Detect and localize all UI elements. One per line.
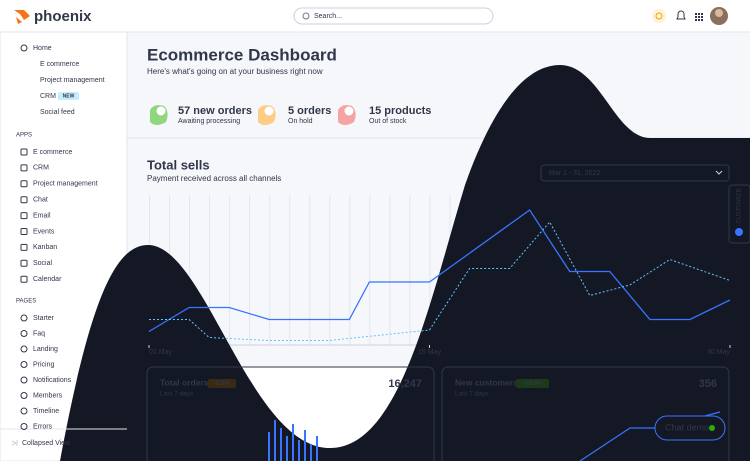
card-outline bbox=[441, 366, 730, 461]
nav-icon bbox=[20, 212, 28, 220]
stat-icon bbox=[343, 105, 355, 117]
card-badge bbox=[208, 379, 236, 388]
nav-icon bbox=[20, 180, 28, 188]
date-range: Mar 1 - 31, 2022 bbox=[549, 170, 600, 177]
nav-icon bbox=[20, 423, 28, 430]
x-tick-label: 01 May bbox=[149, 349, 172, 356]
nav-item[interactable]: Notifications bbox=[33, 377, 72, 384]
stat-title: 15 products bbox=[369, 105, 431, 117]
stat-icon bbox=[155, 105, 167, 117]
nav-icon bbox=[20, 148, 28, 156]
x-tick-label: 15 May bbox=[418, 349, 441, 356]
nav-item[interactable]: Starter bbox=[33, 315, 55, 322]
nav-icon bbox=[20, 164, 28, 172]
sells-line bbox=[148, 209, 731, 333]
nav-item[interactable]: Email bbox=[33, 212, 51, 219]
stat-caption: On hold bbox=[288, 118, 313, 125]
nav-item[interactable]: Errors bbox=[33, 423, 53, 430]
page-title: Ecommerce Dashboard bbox=[147, 45, 337, 64]
nav-icon bbox=[20, 392, 28, 399]
nav-item[interactable]: Pricing bbox=[33, 361, 55, 368]
card-badge-label: +26.5% bbox=[522, 381, 543, 387]
nav-item[interactable]: Members bbox=[33, 392, 63, 399]
nav-item[interactable]: Events bbox=[33, 228, 55, 235]
badge bbox=[58, 92, 79, 100]
nav-icon bbox=[20, 259, 28, 267]
logo-text: phoenix bbox=[34, 8, 92, 25]
collapse-icon bbox=[11, 440, 18, 446]
nav-icon bbox=[20, 275, 28, 283]
nav-subitem[interactable]: Project management bbox=[40, 77, 105, 84]
search-icon bbox=[302, 12, 310, 20]
nav-item[interactable]: Kanban bbox=[33, 244, 57, 251]
nav-icon bbox=[20, 345, 28, 353]
nav-icon bbox=[20, 330, 28, 337]
stat-caption: Awaiting processing bbox=[178, 118, 240, 125]
chevron bbox=[715, 170, 723, 175]
avatar-face bbox=[715, 9, 723, 17]
nav-subitem[interactable]: E commerce bbox=[40, 61, 79, 68]
nav-icon bbox=[20, 196, 28, 204]
nav-item[interactable]: Project management bbox=[33, 181, 98, 188]
card-title: Total orders bbox=[160, 377, 209, 387]
nav-item[interactable]: Calendar bbox=[33, 276, 62, 283]
nav-icon bbox=[20, 314, 28, 322]
section-label: APPS bbox=[16, 133, 32, 139]
bell-icon[interactable] bbox=[676, 10, 686, 20]
search-box[interactable] bbox=[293, 7, 494, 25]
nav-item[interactable]: E commerce bbox=[33, 149, 72, 156]
card-badge bbox=[516, 379, 549, 388]
card-value: 16,247 bbox=[388, 378, 422, 390]
gear-icon bbox=[735, 228, 743, 236]
nav-item[interactable]: Landing bbox=[33, 346, 58, 353]
badge-label: NEW bbox=[63, 93, 75, 99]
collapse-label[interactable]: Collapsed View bbox=[22, 440, 71, 447]
page-subtitle: Here's what's going on at your business … bbox=[147, 67, 323, 76]
nav-item[interactable]: Faq bbox=[33, 330, 45, 337]
nav-item[interactable]: Home bbox=[33, 45, 52, 52]
nav-icon bbox=[20, 361, 28, 368]
date-select[interactable] bbox=[540, 164, 730, 182]
home-icon bbox=[20, 44, 28, 52]
nav-subitem[interactable]: Social feed bbox=[40, 109, 75, 116]
apps-icon[interactable] bbox=[695, 13, 703, 21]
stat-icon bbox=[263, 105, 275, 117]
chart-title: Total sells bbox=[147, 157, 210, 172]
logo-icon bbox=[14, 10, 30, 24]
card-title: New customers bbox=[455, 377, 518, 387]
stat-title: 5 orders bbox=[288, 105, 331, 117]
chat-button[interactable] bbox=[654, 415, 726, 441]
bars-deco bbox=[268, 420, 318, 461]
nav-icon bbox=[20, 228, 28, 235]
nav-item[interactable]: Chat bbox=[33, 197, 48, 204]
customize-tab[interactable] bbox=[728, 184, 750, 244]
section-label: PAGES bbox=[16, 299, 36, 305]
x-tick-label: 30 May bbox=[707, 349, 730, 356]
chart-subtitle: Payment received across all channels bbox=[147, 174, 281, 183]
stat-caption: Out of stock bbox=[369, 118, 407, 125]
nav-item[interactable]: Social bbox=[33, 260, 53, 267]
nav-item[interactable]: Timeline bbox=[33, 408, 59, 415]
chat-label: Chat demo bbox=[665, 422, 709, 432]
sun-icon bbox=[655, 12, 663, 20]
stat-title: 57 new orders bbox=[178, 105, 252, 117]
sells-line bbox=[149, 221, 731, 341]
card-caption: Last 7 days bbox=[160, 391, 194, 398]
nav-subitem[interactable]: CRM bbox=[40, 93, 56, 100]
card-value: 356 bbox=[699, 378, 717, 390]
nav-icon bbox=[20, 376, 28, 384]
theme-toggle[interactable] bbox=[652, 9, 666, 23]
customize-label: CUSTOMIZE bbox=[737, 188, 743, 223]
nav-icon bbox=[20, 243, 28, 251]
wave-overlay bbox=[60, 65, 750, 461]
chat-status bbox=[709, 425, 715, 431]
card-caption: Last 7 days bbox=[455, 391, 489, 398]
card-outline bbox=[146, 366, 435, 461]
nav-icon bbox=[20, 407, 28, 415]
card-badge-label: -6.8% bbox=[214, 381, 230, 387]
nav-item[interactable]: CRM bbox=[33, 165, 49, 172]
search-placeholder: Search... bbox=[314, 13, 342, 20]
